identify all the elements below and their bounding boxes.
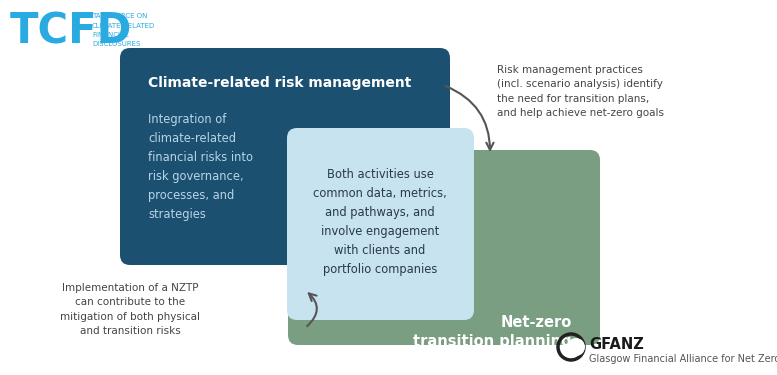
Text: TCFD: TCFD	[10, 10, 132, 52]
FancyArrowPatch shape	[307, 293, 317, 326]
FancyBboxPatch shape	[288, 150, 600, 345]
Text: Net-zero
transition planning: Net-zero transition planning	[413, 315, 572, 349]
FancyBboxPatch shape	[287, 128, 474, 320]
Text: Both activities use
common data, metrics,
and pathways, and
involve engagement
w: Both activities use common data, metrics…	[313, 168, 447, 276]
Text: Operationalization of net-zero commitments
in the institution’s core business ac: Operationalization of net-zero commitmen…	[323, 358, 565, 375]
Text: GFANZ: GFANZ	[589, 337, 644, 352]
Text: Risk management practices
(incl. scenario analysis) identify
the need for transi: Risk management practices (incl. scenari…	[497, 65, 664, 118]
Text: TASK FORCE ON
CLIMATE-RELATED
FINANCIAL
DISCLOSURES: TASK FORCE ON CLIMATE-RELATED FINANCIAL …	[92, 13, 155, 48]
Text: Implementation of a NZTP
can contribute to the
mitigation of both physical
and t: Implementation of a NZTP can contribute …	[60, 283, 200, 336]
FancyBboxPatch shape	[120, 48, 450, 265]
Text: Glasgow Financial Alliance for Net Zero: Glasgow Financial Alliance for Net Zero	[589, 354, 777, 364]
FancyArrowPatch shape	[445, 86, 493, 150]
Text: Integration of
climate-related
financial risks into
risk governance,
processes, : Integration of climate-related financial…	[148, 113, 253, 221]
Text: Climate-related risk management: Climate-related risk management	[148, 76, 411, 90]
Circle shape	[567, 338, 585, 356]
